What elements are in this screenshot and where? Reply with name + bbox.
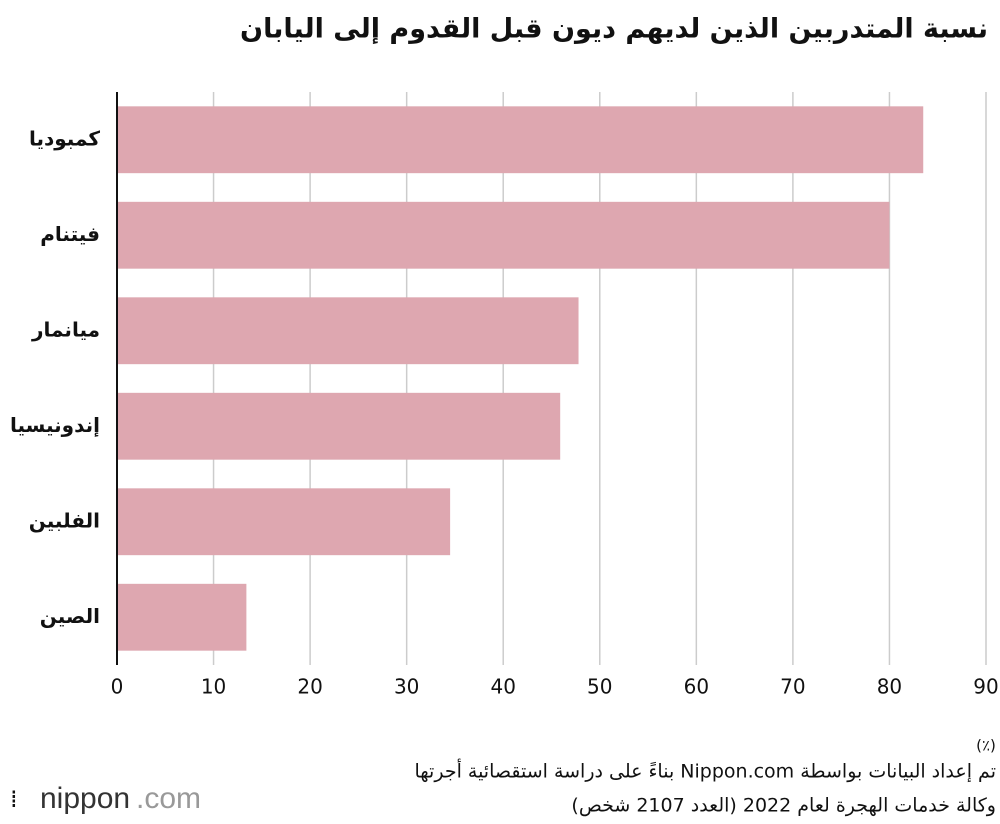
- x-tick-label: 40: [490, 675, 515, 699]
- y-tick-label: فيتنام: [40, 222, 100, 246]
- logo-brand: nippon: [40, 782, 130, 815]
- logo-domain: .com: [136, 782, 201, 815]
- bar: [117, 392, 561, 460]
- y-tick-label: كمبوديا: [29, 126, 100, 150]
- bar: [117, 488, 451, 556]
- source-line: وكالة خدمات الهجرة لعام 2022 (العدد 2107…: [571, 795, 996, 817]
- bar: [117, 201, 890, 269]
- x-tick-label: 20: [297, 675, 322, 699]
- bar: [117, 106, 924, 174]
- x-tick-label: 30: [394, 675, 419, 699]
- y-tick-label: إندونيسيا: [10, 413, 100, 437]
- y-tick-label: الفلبين: [29, 508, 100, 532]
- x-tick-label: 0: [111, 675, 124, 699]
- bar: [117, 583, 247, 651]
- x-tick-label: 50: [587, 675, 612, 699]
- x-tick-label: 80: [877, 675, 902, 699]
- logo: ⁞ nippon .com: [10, 782, 201, 815]
- x-tick-label: 90: [973, 675, 998, 699]
- logo-icon: ⁞: [10, 785, 18, 813]
- source-line: تم إعداد البيانات بواسطة Nippon.com بناء…: [415, 759, 997, 784]
- y-tick-label: الصين: [40, 604, 100, 628]
- x-tick-label: 60: [684, 675, 709, 699]
- chart-title: نسبة المتدربين الذين لديهم ديون قبل القد…: [240, 14, 988, 45]
- bar: [117, 297, 579, 365]
- x-tick-label: 70: [780, 675, 805, 699]
- x-unit: (٪): [976, 737, 996, 755]
- y-tick-label: ميانمار: [31, 317, 100, 341]
- x-tick-label: 10: [201, 675, 226, 699]
